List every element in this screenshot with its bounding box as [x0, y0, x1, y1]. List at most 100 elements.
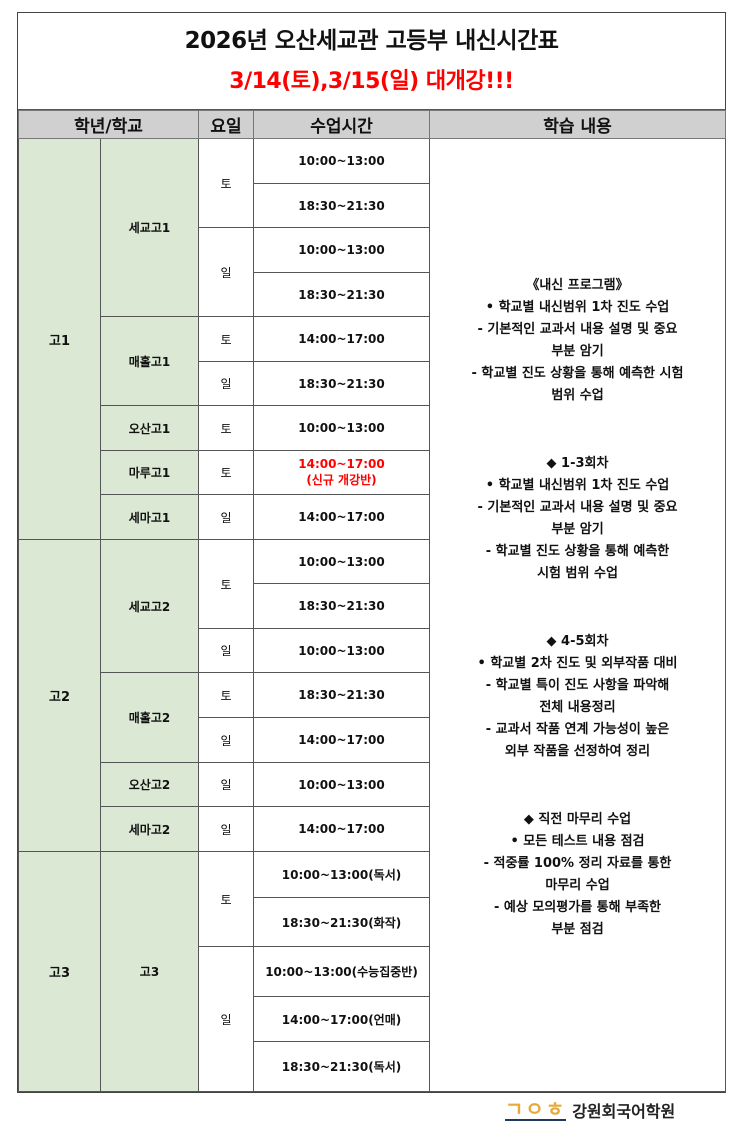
day-cell: 일 [198, 946, 254, 1092]
schedule-table: 학년/학교 요일 수업시간 학습 내용 고1 세교고1 토 10:00~13:00 《내… [18, 110, 726, 1092]
logo-mark-icon: ㄱㅇㅎ [505, 1097, 567, 1121]
time-text: 14:00~17:00 [298, 822, 385, 836]
time-cell: 18:30~21:30(독서) [253, 1041, 430, 1092]
grade-cell: 고3 [18, 851, 101, 1092]
content-block: 《내신 프로그램》 • 학교별 내신범위 1차 진도 수업 - 기본적인 교과서 내… [430, 275, 725, 407]
content-line: - 학교별 특이 진도 사항을 파악해 [485, 678, 670, 693]
school-cell: 세교고2 [100, 539, 199, 673]
table-row: 고1 세교고1 토 10:00~13:00 《내신 프로그램》 • 학교별 내신범위 1차… [18, 138, 726, 1092]
school-cell: 매홀고1 [100, 316, 199, 406]
table-row: 일 10:00~13:00(수능집중반) [19, 946, 726, 1092]
time-text: 18:30~21:30 [298, 599, 385, 613]
time-text: 18:30~21:30 [298, 287, 385, 302]
content-line: ◆ 직전 마무리 수업 [523, 812, 632, 827]
content-line: 시험 범위 수업 [537, 566, 618, 581]
time-text: 10:00~13:00 [298, 243, 385, 257]
content-block: ◆ 1-3회차 • 학교별 내신범위 1차 진도 수업 - 기본적인 교과서 내용 … [430, 453, 725, 585]
school-cell: 세마고1 [100, 494, 199, 540]
time-text: 14:00~17:00(언매) [281, 1012, 402, 1027]
content-line: 외부 작품을 선정하여 정리 [504, 744, 651, 759]
content-line: 범위 수업 [551, 388, 604, 403]
table-row: 14:00~17:00(언매) [19, 996, 726, 1042]
time-text: 10:00~13:00 [298, 554, 385, 569]
table-row: 세마고1 일 14:00~17:00 [19, 494, 726, 540]
time-text: 14:00~17:00 [298, 733, 385, 747]
content-block: ◆ 직전 마무리 수업 • 모든 테스트 내용 점검 - 적중률 100% 정리 자… [430, 809, 725, 941]
day-cell: 일 [198, 628, 254, 673]
grade-cell: 고2 [18, 539, 101, 852]
time-cell: 18:30~21:30 [253, 583, 430, 629]
page-subtitle: 3/14(토),3/15(일) 대개강!!! [229, 69, 514, 94]
column-header-grade-school: 학년/학교 [18, 110, 199, 139]
day-cell: 토 [198, 672, 254, 718]
school-cell: 세마고2 [100, 806, 199, 852]
day-cell: 일 [198, 762, 254, 807]
time-text: 18:30~21:30(화작) [281, 915, 402, 930]
time-text: 14:00~17:00 [298, 510, 385, 524]
time-cell: 14:00~17:00 [253, 316, 430, 362]
content-line: • 학교별 내신범위 1차 진도 수업 [485, 300, 670, 315]
day-cell: 일 [198, 227, 254, 317]
table-row: 일 18:30~21:30 [19, 361, 726, 406]
day-cell: 일 [198, 806, 254, 852]
content-line: - 기본적인 교과서 내용 설명 및 중요 [477, 322, 678, 337]
day-cell: 토 [198, 450, 254, 495]
school-cell: 고3 [100, 851, 199, 1092]
time-cell: 14:00~17:00 [253, 806, 430, 852]
time-note: (신규 개강반) [306, 473, 377, 487]
content-line: 부분 암기 [551, 344, 604, 359]
table-row: 오산고1 토 10:00~13:00 [19, 405, 726, 451]
grade-cell: 고1 [18, 138, 101, 540]
time-text: 10:00~13:00(수능집중반) [265, 965, 418, 979]
time-text: 10:00~13:00(독서) [281, 868, 402, 882]
content-line: - 적중률 100% 정리 자료를 통한 [483, 856, 672, 871]
time-cell: 10:00~13:00 [253, 628, 430, 673]
content-line: ◆ 4-5회차 [546, 634, 609, 649]
page-title: 2026년 오산세교관 고등부 내신시간표 [184, 28, 559, 54]
time-cell: 14:00~17:00 [253, 717, 430, 763]
table-row: 세마고2 일 14:00~17:00 [19, 806, 726, 852]
content-cell: 《내신 프로그램》 • 학교별 내신범위 1차 진도 수업 - 기본적인 교과서 내… [429, 138, 726, 1092]
time-text: 14:00~17:00 [298, 332, 385, 346]
table-row: 매홀고1 토 14:00~17:00 [19, 316, 726, 406]
time-cell: 18:30~21:30(화작) [253, 897, 430, 947]
content-line: 부분 점검 [551, 922, 604, 937]
time-text: 10:00~13:00 [298, 643, 385, 658]
time-cell: 18:30~21:30 [253, 272, 430, 317]
time-text: 18:30~21:30 [298, 198, 385, 213]
time-text: 10:00~13:00 [298, 154, 385, 168]
table-row: 18:30~21:30 [19, 583, 726, 629]
time-text: 18:30~21:30 [298, 688, 385, 702]
table-row: 일 10:00~13:00 [19, 628, 726, 673]
content-line: • 학교별 내신범위 1차 진도 수업 [485, 478, 670, 493]
day-cell: 토 [198, 138, 254, 228]
time-cell: 10:00~13:00 [253, 227, 430, 273]
table-row: 18:30~21:30(화작) [19, 897, 726, 947]
content-line: • 학교별 2차 진도 및 외부작품 대비 [477, 656, 678, 671]
day-cell: 일 [198, 494, 254, 540]
day-cell: 토 [198, 851, 254, 947]
content-line: 부분 암기 [551, 522, 604, 537]
time-text: 14:00~17:00 [298, 457, 385, 471]
table-row: 일 14:00~17:00 [19, 717, 726, 763]
time-text: 10:00~13:00 [298, 777, 385, 792]
school-cell: 오산고1 [100, 405, 199, 451]
day-cell: 일 [198, 361, 254, 406]
time-cell: 14:00~17:00 [253, 494, 430, 540]
table-row: 18:30~21:30(독서) [19, 1041, 726, 1092]
content-line: - 기본적인 교과서 내용 설명 및 중요 [477, 500, 678, 515]
time-text: 18:30~21:30(독서) [281, 1060, 402, 1074]
time-text: 10:00~13:00 [298, 421, 385, 435]
table-row: 고3 고3 토 10:00~13:00(독서) [18, 851, 726, 1092]
table-row: 마루고1 토 14:00~17:00 (신규 개강반) [19, 450, 726, 495]
content-line: - 예상 모의평가를 통해 부족한 [493, 900, 662, 915]
school-cell: 매홀고2 [100, 672, 199, 763]
day-cell: 일 [198, 717, 254, 763]
time-cell: 18:30~21:30 [253, 183, 430, 228]
school-cell: 오산고2 [100, 762, 199, 807]
time-cell: 10:00~13:00(수능집중반) [253, 946, 430, 997]
time-cell: 10:00~13:00 [253, 539, 430, 584]
time-text: 18:30~21:30 [298, 376, 385, 391]
content-line: • 모든 테스트 내용 점검 [510, 834, 645, 849]
time-cell: 14:00~17:00(언매) [253, 996, 430, 1042]
